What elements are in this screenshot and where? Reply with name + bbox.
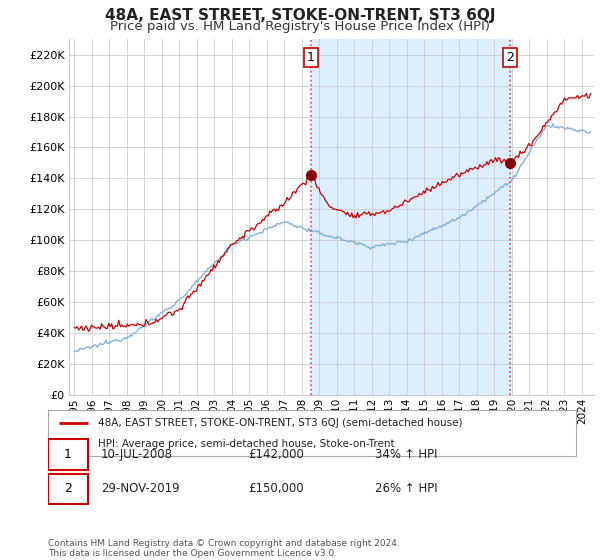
- Text: 26% ↑ HPI: 26% ↑ HPI: [376, 483, 438, 496]
- Text: 1: 1: [64, 448, 72, 461]
- Text: 48A, EAST STREET, STOKE-ON-TRENT, ST3 6QJ (semi-detached house): 48A, EAST STREET, STOKE-ON-TRENT, ST3 6Q…: [98, 418, 463, 428]
- Text: £150,000: £150,000: [248, 483, 304, 496]
- Text: £142,000: £142,000: [248, 448, 305, 461]
- Text: HPI: Average price, semi-detached house, Stoke-on-Trent: HPI: Average price, semi-detached house,…: [98, 439, 395, 449]
- Text: 2: 2: [64, 483, 72, 496]
- Text: 2: 2: [506, 52, 514, 64]
- FancyBboxPatch shape: [48, 440, 88, 470]
- Text: 10-JUL-2008: 10-JUL-2008: [101, 448, 173, 461]
- Text: Contains HM Land Registry data © Crown copyright and database right 2024.
This d: Contains HM Land Registry data © Crown c…: [48, 539, 400, 558]
- Text: 34% ↑ HPI: 34% ↑ HPI: [376, 448, 438, 461]
- Text: 48A, EAST STREET, STOKE-ON-TRENT, ST3 6QJ: 48A, EAST STREET, STOKE-ON-TRENT, ST3 6Q…: [105, 8, 495, 24]
- Bar: [311, 39, 510, 395]
- Text: Price paid vs. HM Land Registry's House Price Index (HPI): Price paid vs. HM Land Registry's House …: [110, 20, 490, 33]
- Text: 1: 1: [307, 52, 315, 64]
- Text: 29-NOV-2019: 29-NOV-2019: [101, 483, 179, 496]
- FancyBboxPatch shape: [48, 474, 88, 504]
